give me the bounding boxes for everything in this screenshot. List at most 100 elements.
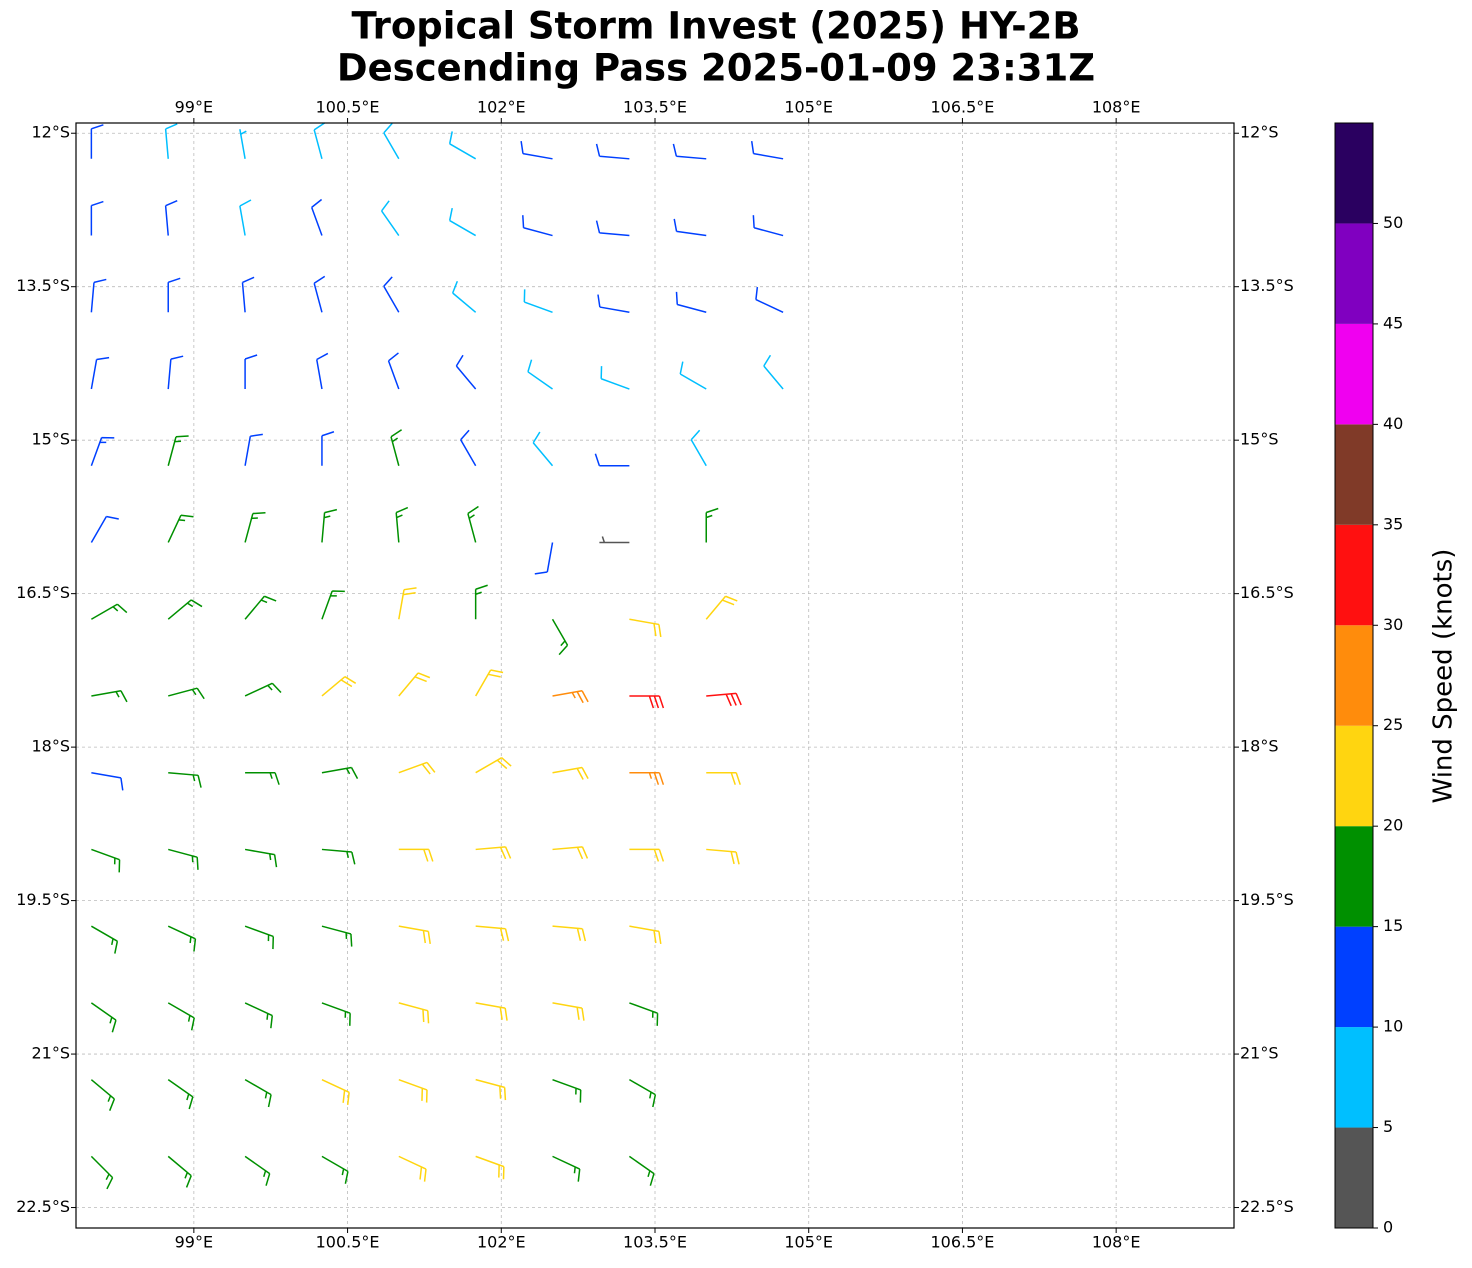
- wind-barb: [167, 1002, 195, 1031]
- wind-barb: [91, 848, 121, 873]
- colorbar-bin: [1335, 223, 1373, 324]
- wind-barb: [244, 433, 263, 466]
- y-tick-label: 16.5°S: [1240, 583, 1294, 602]
- wind-barb: [321, 508, 338, 543]
- wind-barb: [398, 1078, 428, 1103]
- colorbar-tick-label: 35: [1383, 514, 1403, 533]
- wind-barb: [167, 599, 203, 620]
- wind-barb: [244, 848, 278, 868]
- y-tick-label: 22.5°S: [16, 1197, 70, 1216]
- wind-barb: [398, 1155, 427, 1182]
- wind-barb: [552, 690, 589, 704]
- colorbar-bin: [1335, 1027, 1373, 1128]
- wind-barb: [475, 846, 512, 860]
- wind-barb: [315, 352, 329, 390]
- wind-barb: [239, 129, 247, 159]
- wind-barb: [321, 925, 353, 947]
- wind-barb: [168, 848, 199, 870]
- wind-barb: [552, 766, 589, 780]
- wind-barb: [167, 925, 197, 952]
- y-tick-label: 12°S: [1240, 123, 1279, 142]
- y-tick-label: 21°S: [1240, 1044, 1279, 1063]
- colorbar-tick-label: 15: [1383, 916, 1403, 935]
- y-tick-label: 18°S: [1240, 737, 1279, 756]
- wind-barb: [90, 200, 104, 236]
- wind-barb: [629, 925, 662, 945]
- colorbar-bin: [1335, 725, 1373, 827]
- wind-barb: [313, 122, 326, 160]
- wind-barb: [629, 618, 662, 638]
- wind-barb: [398, 1002, 430, 1024]
- wind-barb: [390, 429, 403, 466]
- y-tick-label: 19.5°S: [1240, 890, 1294, 909]
- wind-barb: [552, 846, 589, 860]
- wind-barb: [475, 757, 512, 774]
- wind-barb: [90, 1079, 116, 1111]
- wind-barb: [167, 514, 194, 543]
- wind-barb: [600, 366, 630, 390]
- wind-barb: [90, 603, 128, 620]
- x-tick-label: 106.5°E: [930, 1233, 994, 1252]
- colorbar-bin: [1335, 424, 1373, 525]
- colorbar-tick-label: 50: [1383, 213, 1403, 232]
- wind-barb: [763, 354, 784, 390]
- wind-barb: [244, 354, 258, 390]
- colorbar-bin: [1335, 524, 1373, 626]
- wind-barb: [629, 1002, 659, 1026]
- map-frame: [75, 122, 1235, 1229]
- wind-barb: [321, 1078, 350, 1105]
- wind-barb: [750, 140, 784, 160]
- wind-barb: [164, 199, 178, 236]
- wind-barb: [448, 131, 477, 160]
- wind-barb: [460, 429, 477, 467]
- wind-barb: [167, 1079, 194, 1110]
- wind-barb: [244, 1078, 272, 1108]
- y-tick-label: 12°S: [31, 123, 70, 142]
- wind-barb: [244, 682, 282, 697]
- wind-barb: [552, 925, 587, 942]
- wind-barb: [474, 584, 488, 620]
- colorbar-tick-label: 5: [1383, 1117, 1393, 1136]
- y-tick-label: 16.5°S: [16, 583, 70, 602]
- wind-barb: [244, 1002, 274, 1029]
- wind-barb: [313, 275, 326, 313]
- wind-barb: [398, 848, 434, 862]
- wind-barb: [167, 355, 184, 390]
- wind-barb: [383, 122, 400, 160]
- wind-barb: [383, 276, 400, 313]
- wind-barb: [475, 1078, 507, 1101]
- colorbar-tick-label: 0: [1383, 1218, 1393, 1237]
- wind-barb: [241, 276, 255, 313]
- wind-barb: [467, 505, 479, 543]
- x-tick-label: 108°E: [1092, 1233, 1141, 1252]
- colorbar-bin: [1335, 1127, 1373, 1228]
- wind-barb: [520, 140, 553, 160]
- wind-barb: [629, 771, 665, 785]
- colorbar-tick-label: 45: [1383, 313, 1403, 332]
- wind-barb: [672, 143, 707, 160]
- colorbar: 0 5 10 15 20 25 30 35 40 45 50: [1334, 122, 1403, 1237]
- colorbar-bin: [1335, 123, 1373, 224]
- wind-barb: [706, 848, 740, 865]
- wind-barb: [90, 515, 119, 543]
- x-tick-label: 105°E: [784, 98, 833, 117]
- wind-barb: [755, 286, 784, 313]
- wind-barb: [475, 925, 510, 942]
- wind-barbs: [90, 122, 784, 1190]
- colorbar-tick-label: 25: [1383, 715, 1403, 734]
- wind-barb: [244, 595, 277, 620]
- wind-barb: [90, 356, 110, 390]
- y-tick-label: 13.5°S: [16, 276, 70, 295]
- colorbar-tick-label: 10: [1383, 1017, 1403, 1036]
- wind-barb: [90, 1002, 117, 1033]
- wind-barb: [706, 771, 741, 785]
- x-tick-label: 103.5°E: [623, 1233, 687, 1252]
- colorbar-bin: [1335, 926, 1373, 1028]
- wind-barb: [398, 925, 431, 945]
- y-tick-label: 13.5°S: [1240, 276, 1294, 295]
- wind-barb: [321, 676, 357, 697]
- wind-barb: [168, 771, 202, 788]
- wind-barb: [475, 1002, 508, 1021]
- wind-barb: [245, 771, 280, 785]
